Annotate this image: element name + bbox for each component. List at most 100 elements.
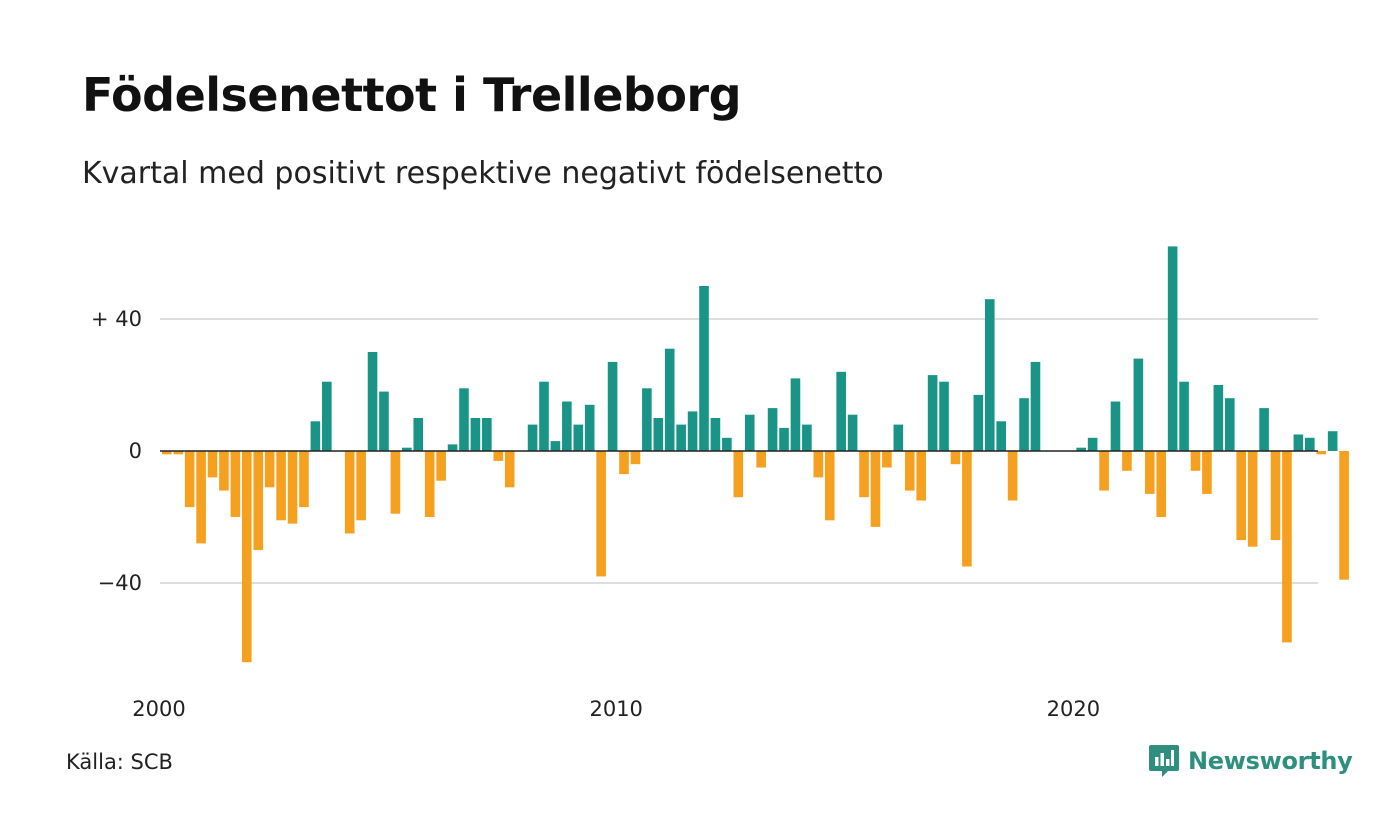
bar-30 (504, 451, 515, 488)
bar-7 (242, 451, 252, 663)
bar-75 (1019, 398, 1029, 451)
brand-name: Newsworthy (1188, 747, 1353, 775)
bar-62 (870, 451, 881, 527)
bar-103 (1339, 451, 1349, 580)
bar-69 (950, 451, 961, 465)
bar-10 (276, 451, 286, 521)
bar-33 (539, 381, 549, 451)
bar-50 (733, 451, 744, 498)
bar-39 (607, 361, 618, 451)
bar-37 (584, 404, 595, 451)
bar-66 (916, 451, 926, 501)
bar-20 (390, 451, 401, 514)
bar-43 (653, 418, 664, 451)
bar-12 (299, 451, 309, 508)
bar-40 (619, 451, 629, 475)
bar-96 (1259, 408, 1269, 451)
bar-89 (1179, 381, 1189, 451)
bar-71 (973, 394, 984, 451)
bar-9 (264, 451, 275, 488)
bar-17 (356, 451, 366, 521)
axes: + 40 0 −40 2000 2010 2020 (91, 307, 1318, 721)
bar-99 (1293, 434, 1304, 451)
bar-98 (1282, 451, 1292, 643)
bar-chart: + 40 0 −40 2000 2010 2020 (91, 246, 1349, 721)
bar-29 (493, 451, 504, 461)
grid-lines (160, 318, 1318, 584)
y-tick-label: −40 (98, 571, 142, 595)
bar-83 (1110, 401, 1121, 451)
bar-23 (424, 451, 435, 517)
bar-67 (927, 375, 938, 451)
bar-58 (824, 451, 835, 521)
chart-title: Födelsenettot i Trelleborg (82, 68, 742, 122)
bar-34 (550, 441, 561, 451)
brand-logo: Newsworthy (1148, 743, 1353, 779)
bar-46 (687, 411, 698, 451)
bar-49 (722, 437, 732, 451)
bar-63 (882, 451, 892, 468)
bar-85 (1133, 358, 1144, 451)
bar-95 (1247, 451, 1258, 547)
x-tick-label: 2020 (1047, 697, 1100, 721)
bar-88 (1167, 246, 1178, 451)
bar-86 (1144, 451, 1155, 494)
bar-16 (344, 451, 355, 534)
bar-25 (447, 444, 458, 451)
bar-48 (710, 418, 721, 451)
bar-90 (1190, 451, 1201, 471)
bars (162, 246, 1349, 663)
bar-22 (413, 418, 424, 451)
bar-72 (984, 299, 995, 451)
bar-28 (482, 418, 492, 451)
bar-68 (939, 381, 949, 451)
bar-64 (893, 424, 904, 451)
bar-24 (436, 451, 446, 481)
bar-13 (310, 421, 321, 451)
bar-42 (642, 388, 652, 451)
bar-35 (562, 401, 572, 451)
bar-38 (596, 451, 606, 577)
bar-94 (1236, 451, 1247, 541)
x-tick-label: 2010 (589, 697, 642, 721)
bar-70 (962, 451, 972, 567)
bar-32 (527, 424, 538, 451)
bar-27 (470, 418, 481, 451)
bar-92 (1213, 385, 1224, 451)
bar-81 (1087, 437, 1098, 451)
newsworthy-logo-icon (1149, 745, 1179, 777)
bar-3 (196, 451, 206, 544)
bar-74 (1007, 451, 1018, 501)
bar-18 (367, 352, 378, 451)
chart-subtitle: Kvartal med positivt respektive negativt… (82, 156, 884, 191)
x-tick-label: 2000 (132, 697, 185, 721)
bar-8 (253, 451, 264, 550)
bar-55 (790, 378, 801, 451)
bar-100 (1305, 437, 1315, 451)
bar-19 (379, 391, 389, 451)
bar-1 (173, 451, 184, 455)
bar-36 (573, 424, 584, 451)
bar-0 (162, 451, 172, 455)
bar-5 (219, 451, 229, 491)
bar-91 (1202, 451, 1212, 494)
bar-87 (1156, 451, 1167, 517)
bar-41 (630, 451, 641, 465)
bar-45 (676, 424, 686, 451)
bar-59 (836, 371, 846, 451)
bar-51 (744, 414, 755, 451)
bar-44 (664, 348, 675, 451)
bar-97 (1270, 451, 1281, 541)
y-tick-label: + 40 (91, 307, 142, 331)
bar-93 (1224, 398, 1235, 451)
bar-2 (184, 451, 195, 508)
bar-52 (756, 451, 766, 468)
source-note: Källa: SCB (66, 750, 173, 774)
bar-60 (847, 414, 858, 451)
bar-76 (1030, 361, 1041, 451)
bar-4 (207, 451, 218, 478)
bar-57 (813, 451, 824, 478)
bar-14 (322, 381, 332, 451)
bar-101 (1316, 451, 1327, 455)
bar-61 (859, 451, 869, 498)
